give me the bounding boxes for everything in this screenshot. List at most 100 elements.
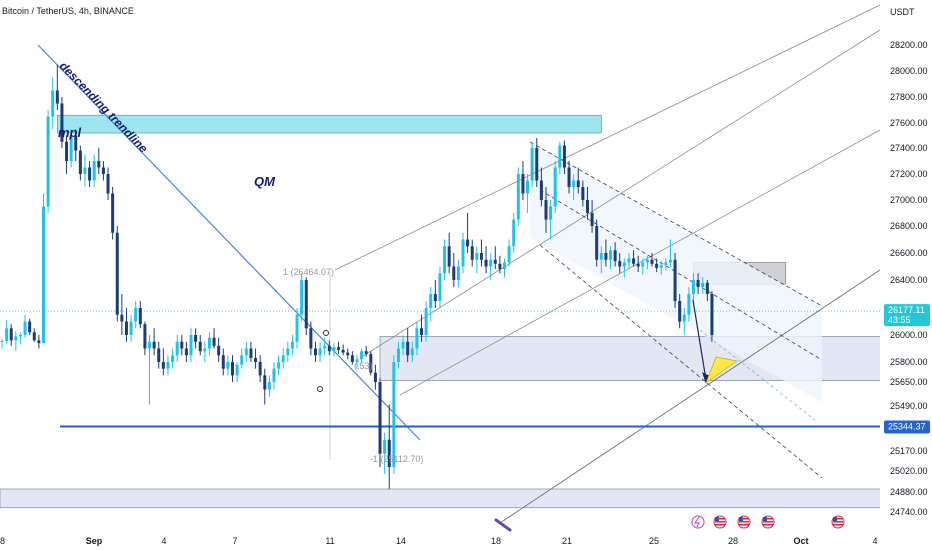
candle [558,141,562,174]
candle [212,328,216,349]
candle [632,250,636,267]
candle [23,314,27,338]
y-tick-label: 26800.00 [890,221,928,231]
x-tick-label: 7 [232,536,237,546]
candle [443,239,447,280]
candle [171,348,175,369]
candle [207,332,211,356]
x-tick-label: 28 [728,536,738,546]
candle [323,337,327,356]
y-tick-label: 25800.00 [890,357,928,367]
candle [295,308,299,349]
candle [134,301,138,329]
candle [424,301,428,342]
candle [599,246,603,274]
fib-mid-label: (.53) [354,361,373,371]
candle [502,258,506,278]
candle [78,145,82,181]
candle [581,180,585,207]
candle [32,328,36,342]
candle [664,258,668,271]
candle [567,161,571,194]
x-tick-label: Sep [86,536,103,546]
candle [111,187,115,240]
candle [231,355,234,382]
candle [337,341,341,354]
candle [240,348,244,369]
x-tick-label: 4 [161,536,166,546]
y-tick-label: 25020.00 [890,466,928,476]
candle [562,140,566,174]
anchor-point[interactable] [323,330,329,336]
candle [415,321,419,356]
last-price-value: 26177.11 [888,305,925,315]
candle [41,193,45,344]
candle [609,246,613,270]
candle [88,161,92,187]
candle [313,341,317,362]
y-tick-label: 24880.00 [890,487,928,497]
candle [701,277,705,294]
candle [470,239,474,267]
candle [184,341,188,362]
candle [290,335,294,356]
candle [332,343,336,357]
dashed-channel-2 [539,189,823,361]
x-tick-label: 4 [872,536,877,546]
time-axis[interactable] [0,530,932,550]
candle [493,246,497,270]
candle [692,273,695,301]
fib-upper-label: 1 (26464.07) [283,267,334,277]
candle [65,135,69,174]
candle [641,258,645,275]
candle [668,239,672,267]
candle [438,266,442,308]
candle [627,253,631,270]
event-icons[interactable] [494,515,845,532]
candle [456,259,460,287]
candle [106,167,110,200]
candle [613,242,617,267]
candle [189,328,193,362]
price-axis[interactable] [880,0,932,530]
candle [60,97,64,148]
anchor-point[interactable] [317,386,323,392]
candle [466,213,470,253]
candle [244,341,248,362]
demand-zone [379,336,902,382]
candle [378,378,382,467]
channel-line-mid1 [359,29,881,359]
candle [387,404,391,489]
candle [544,187,548,233]
candle [194,328,198,349]
candle [327,340,331,356]
candle [585,187,589,220]
candle [5,320,9,345]
candle [498,255,502,274]
candle [37,335,41,349]
candle [83,154,87,187]
lightning-icon [691,515,705,529]
candle [673,253,677,308]
candle [622,258,626,278]
candle [489,253,493,280]
candle [341,344,345,356]
candle [530,141,534,187]
candle [604,239,608,267]
candle [678,294,682,329]
x-tick-label: 25 [649,536,659,546]
candle [217,337,221,362]
candle [101,161,105,181]
candle [300,273,304,322]
candle [277,355,281,376]
candle [318,341,322,362]
candle [475,246,479,274]
x-tick-label: 11 [325,536,334,546]
candle [152,328,156,356]
y-tick-label: 28000.00 [890,66,928,76]
us-flag-icon [737,515,751,529]
channel-line-upper [334,4,881,271]
candle [249,341,253,362]
